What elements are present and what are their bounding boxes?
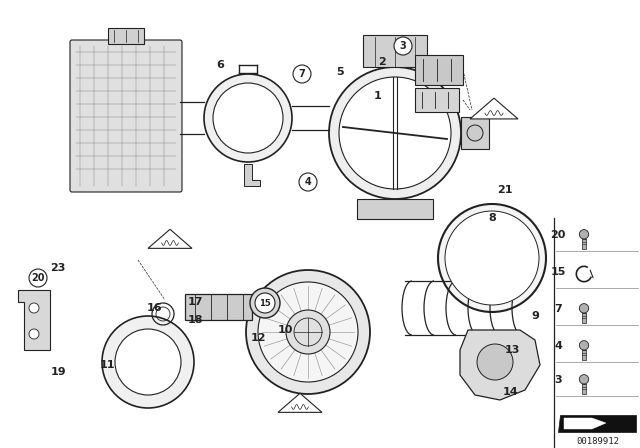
Text: 3: 3 bbox=[399, 41, 406, 51]
Text: 13: 13 bbox=[504, 345, 520, 355]
Polygon shape bbox=[470, 98, 518, 119]
Circle shape bbox=[477, 344, 513, 380]
Text: 10: 10 bbox=[277, 325, 292, 335]
Circle shape bbox=[29, 269, 47, 287]
Text: 7: 7 bbox=[554, 304, 562, 314]
Circle shape bbox=[339, 77, 451, 189]
Text: 21: 21 bbox=[497, 185, 513, 195]
Circle shape bbox=[579, 375, 589, 384]
Bar bbox=[415, 88, 459, 112]
Text: 1: 1 bbox=[374, 91, 382, 101]
Polygon shape bbox=[558, 415, 636, 432]
Text: 18: 18 bbox=[188, 315, 203, 325]
Text: 5: 5 bbox=[336, 67, 344, 77]
Text: 7: 7 bbox=[299, 69, 305, 79]
Polygon shape bbox=[18, 290, 50, 350]
Text: 6: 6 bbox=[216, 60, 224, 70]
Text: 11: 11 bbox=[99, 360, 115, 370]
Bar bbox=[363, 35, 427, 67]
Circle shape bbox=[258, 282, 358, 382]
Polygon shape bbox=[564, 418, 606, 429]
Circle shape bbox=[438, 204, 546, 312]
Bar bbox=[108, 28, 144, 44]
FancyBboxPatch shape bbox=[70, 40, 182, 192]
Text: 8: 8 bbox=[488, 213, 496, 223]
Text: 20: 20 bbox=[550, 230, 566, 240]
Circle shape bbox=[102, 316, 194, 408]
Bar bbox=[582, 313, 586, 323]
Text: 17: 17 bbox=[188, 297, 203, 307]
Circle shape bbox=[246, 270, 370, 394]
Text: 00189912: 00189912 bbox=[577, 438, 620, 447]
Text: 15: 15 bbox=[259, 298, 271, 307]
Polygon shape bbox=[244, 164, 260, 186]
Text: 4: 4 bbox=[554, 341, 562, 351]
Circle shape bbox=[29, 329, 39, 339]
Text: 20: 20 bbox=[31, 273, 45, 283]
Polygon shape bbox=[148, 229, 192, 248]
Circle shape bbox=[250, 288, 280, 318]
Circle shape bbox=[204, 74, 292, 162]
Circle shape bbox=[579, 304, 589, 313]
Text: 15: 15 bbox=[550, 267, 566, 277]
Text: 12: 12 bbox=[250, 333, 266, 343]
Circle shape bbox=[329, 67, 461, 199]
Polygon shape bbox=[278, 393, 322, 412]
Bar bbox=[582, 239, 586, 249]
Circle shape bbox=[115, 329, 181, 395]
Text: 2: 2 bbox=[378, 57, 386, 67]
Text: 23: 23 bbox=[51, 263, 66, 273]
Circle shape bbox=[255, 293, 275, 313]
Circle shape bbox=[579, 230, 589, 239]
Bar bbox=[415, 55, 463, 85]
Bar bbox=[582, 384, 586, 394]
Text: 19: 19 bbox=[50, 367, 66, 377]
Text: 9: 9 bbox=[531, 311, 539, 321]
Text: 14: 14 bbox=[502, 387, 518, 397]
Text: 3: 3 bbox=[554, 375, 562, 385]
Circle shape bbox=[445, 211, 539, 305]
Circle shape bbox=[299, 173, 317, 191]
Bar bbox=[461, 117, 489, 149]
Circle shape bbox=[579, 340, 589, 350]
Polygon shape bbox=[460, 330, 540, 400]
Bar bbox=[357, 199, 433, 219]
Circle shape bbox=[293, 65, 311, 83]
Circle shape bbox=[286, 310, 330, 354]
Circle shape bbox=[394, 37, 412, 55]
Text: 16: 16 bbox=[147, 303, 163, 313]
Bar bbox=[582, 350, 586, 360]
Bar bbox=[185, 294, 252, 320]
Circle shape bbox=[467, 125, 483, 141]
Text: 4: 4 bbox=[305, 177, 312, 187]
Circle shape bbox=[213, 83, 283, 153]
Circle shape bbox=[29, 303, 39, 313]
